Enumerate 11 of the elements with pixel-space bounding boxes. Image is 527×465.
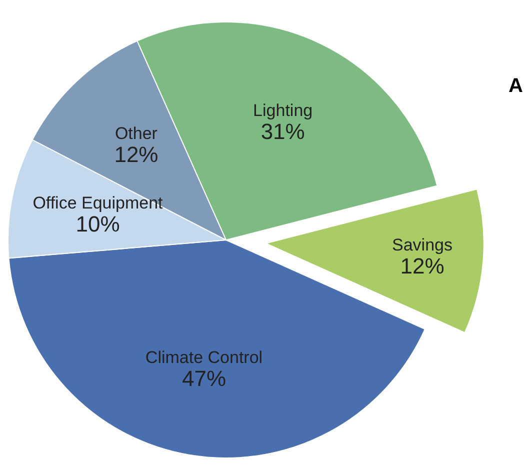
data-label: 47% [182,366,226,391]
data-label: 31% [260,119,305,144]
slice-label: Savings [392,236,452,255]
slice-label: Lighting [253,101,313,120]
text: A [508,75,523,97]
slice-label: Other [114,124,158,143]
data-label: 12% [400,254,444,279]
data-label: 10% [76,211,120,236]
slice-label: Office Equipment [32,193,164,212]
data-label: 12% [114,142,158,167]
slice-label: Climate Control [145,348,263,367]
